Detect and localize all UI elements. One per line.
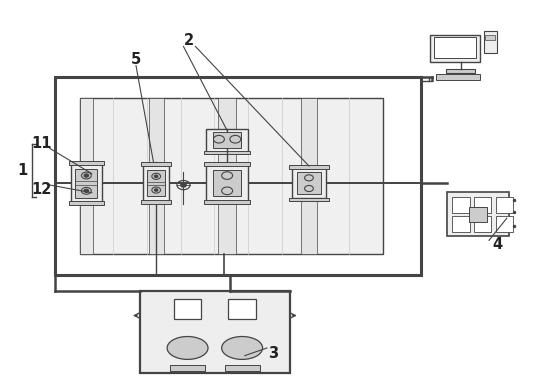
- Bar: [69, 201, 104, 205]
- Bar: [452, 197, 470, 213]
- Bar: [301, 98, 317, 254]
- Bar: [148, 170, 165, 196]
- Bar: [434, 37, 476, 58]
- Bar: [141, 162, 171, 166]
- Bar: [71, 163, 102, 203]
- Bar: [204, 162, 250, 166]
- Circle shape: [84, 174, 89, 177]
- Bar: [484, 31, 497, 53]
- Bar: [474, 216, 491, 232]
- Bar: [80, 98, 93, 254]
- Bar: [75, 169, 97, 198]
- Bar: [206, 129, 248, 153]
- Text: 2: 2: [184, 33, 194, 48]
- Bar: [447, 192, 509, 236]
- Bar: [206, 165, 248, 201]
- Text: 11: 11: [31, 136, 52, 151]
- Text: 4: 4: [492, 237, 502, 252]
- Circle shape: [155, 189, 158, 191]
- Circle shape: [84, 189, 89, 192]
- Text: 12: 12: [31, 182, 52, 197]
- Bar: [225, 365, 260, 371]
- Bar: [446, 69, 475, 73]
- Bar: [204, 200, 250, 204]
- Bar: [292, 168, 327, 198]
- Ellipse shape: [167, 337, 208, 359]
- Bar: [80, 98, 382, 254]
- Bar: [218, 98, 236, 254]
- Bar: [297, 172, 321, 194]
- Bar: [289, 198, 329, 201]
- Bar: [452, 216, 470, 232]
- Bar: [143, 165, 169, 201]
- Text: 3: 3: [269, 346, 278, 361]
- Bar: [55, 77, 421, 275]
- Text: 5: 5: [131, 52, 141, 67]
- Bar: [289, 165, 329, 169]
- Bar: [149, 98, 164, 254]
- Bar: [435, 74, 480, 80]
- Bar: [213, 170, 241, 196]
- Circle shape: [155, 175, 158, 177]
- Ellipse shape: [222, 337, 263, 359]
- Bar: [430, 35, 480, 62]
- Bar: [170, 365, 205, 371]
- Bar: [485, 35, 495, 40]
- Bar: [469, 207, 487, 222]
- Bar: [229, 300, 256, 319]
- Bar: [496, 216, 513, 232]
- Bar: [474, 197, 491, 213]
- Bar: [140, 291, 290, 373]
- Bar: [141, 200, 171, 204]
- Bar: [496, 197, 513, 213]
- Bar: [204, 151, 250, 154]
- Bar: [69, 161, 104, 165]
- Text: 1: 1: [18, 163, 28, 178]
- Circle shape: [181, 183, 186, 187]
- Bar: [174, 300, 201, 319]
- Bar: [213, 133, 241, 148]
